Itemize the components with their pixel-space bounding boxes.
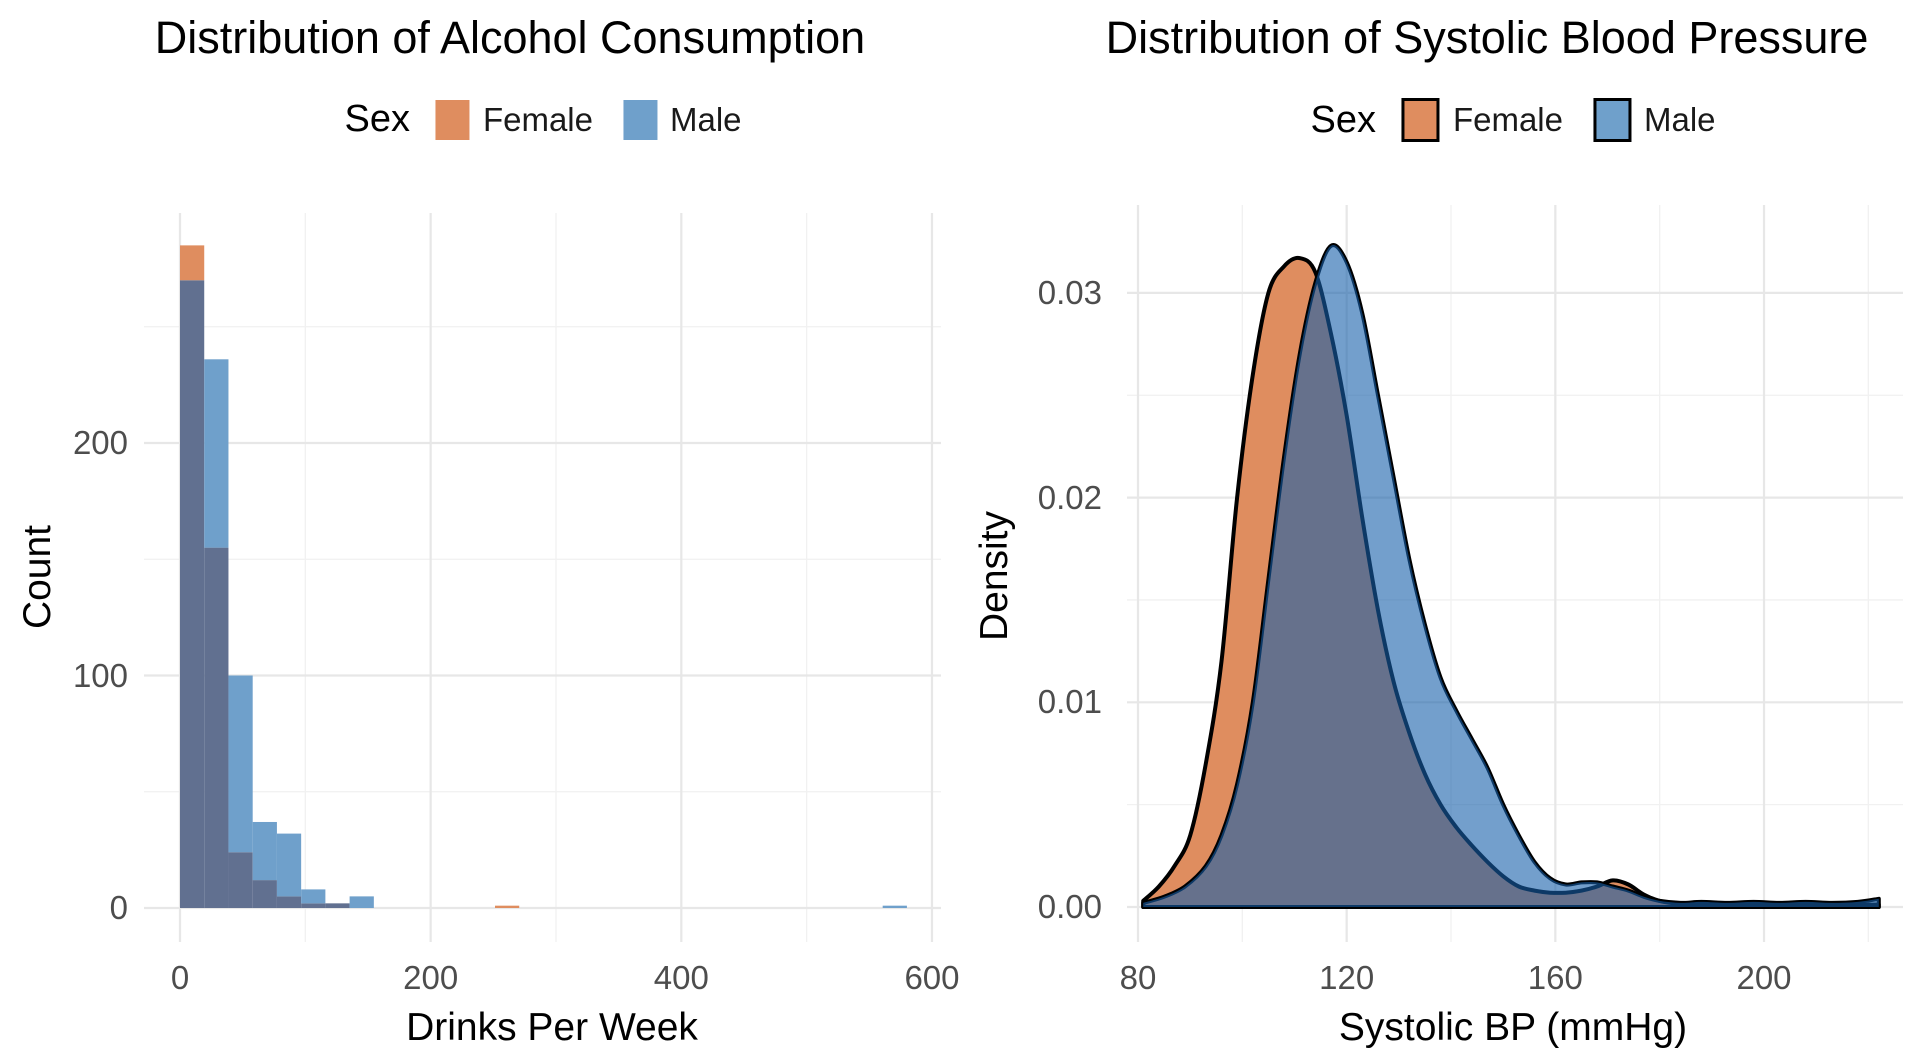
legend-label-male: Male — [670, 100, 742, 138]
histogram-panel — [144, 213, 941, 942]
y-tick-label: 0.03 — [1037, 273, 1102, 311]
x-tick-label: 600 — [904, 959, 960, 996]
density-x-axis-title: Systolic BP (mmHg) — [1338, 1006, 1688, 1049]
x-tick-label: 400 — [653, 959, 709, 996]
histogram-bar-male — [349, 896, 374, 908]
x-tick-label: 0 — [170, 959, 190, 996]
histogram-bar-male — [204, 359, 229, 548]
histogram-bar-male — [882, 905, 907, 908]
histogram-bar-male — [276, 833, 302, 897]
x-tick-label: 160 — [1527, 959, 1583, 996]
legend-title: Sex — [344, 98, 410, 140]
male-swatch-icon — [623, 99, 657, 140]
x-tick-label: 200 — [403, 959, 459, 996]
female-swatch-icon — [435, 99, 470, 140]
legend-title: Sex — [1310, 98, 1376, 141]
density-y-axis-title: Density — [973, 510, 1016, 642]
histogram-bar-male — [228, 675, 253, 853]
legend-item-male: Male — [1593, 98, 1716, 142]
histogram-bar-overlap — [228, 852, 253, 908]
x-tick-label: 200 — [1736, 959, 1792, 996]
x-tick-label: 80 — [1119, 959, 1157, 996]
y-tick-label: 100 — [72, 656, 128, 694]
legend-item-female: Female — [1401, 98, 1563, 142]
histogram-bar-overlap — [252, 880, 277, 908]
histogram-y-axis-title: Count — [16, 524, 59, 630]
histogram-bar-overlap — [204, 547, 229, 908]
histogram-x-axis-title: Drinks Per Week — [406, 1006, 698, 1049]
male-swatch-icon — [1593, 98, 1631, 142]
histogram-bar-female — [494, 905, 520, 908]
y-tick-label: 0 — [109, 889, 128, 926]
x-tick-label: 120 — [1319, 959, 1375, 996]
legend-label-male: Male — [1644, 101, 1716, 138]
legend-label-female: Female — [482, 100, 593, 138]
y-tick-label: 0.00 — [1037, 888, 1102, 925]
histogram-bar-overlap — [301, 903, 326, 908]
y-tick-label: 200 — [72, 424, 128, 461]
density-panel — [1127, 205, 1903, 942]
histogram-bar-overlap — [325, 903, 350, 908]
histogram-bar-male — [301, 889, 326, 904]
density-title: Distribution of Systolic Blood Pressure — [1105, 12, 1869, 63]
legend-label-female: Female — [1452, 101, 1563, 138]
density-legend: Sex Female Male — [1310, 98, 1716, 142]
y-tick-label: 0.01 — [1037, 683, 1102, 721]
female-swatch-icon — [1401, 98, 1440, 142]
legend-item-male: Male — [623, 99, 742, 140]
histogram-legend: Sex Female Male — [344, 98, 741, 141]
y-tick-label: 0.02 — [1037, 478, 1102, 516]
histogram-bar-overlap — [180, 280, 205, 908]
legend-item-female: Female — [435, 99, 593, 140]
histogram-bar-overlap — [276, 896, 302, 908]
histogram-bar-female — [180, 245, 205, 281]
density-area-male — [1143, 245, 1879, 907]
histogram-title: Distribution of Alcohol Consumption — [154, 12, 866, 63]
histogram-bar-male — [252, 821, 277, 881]
